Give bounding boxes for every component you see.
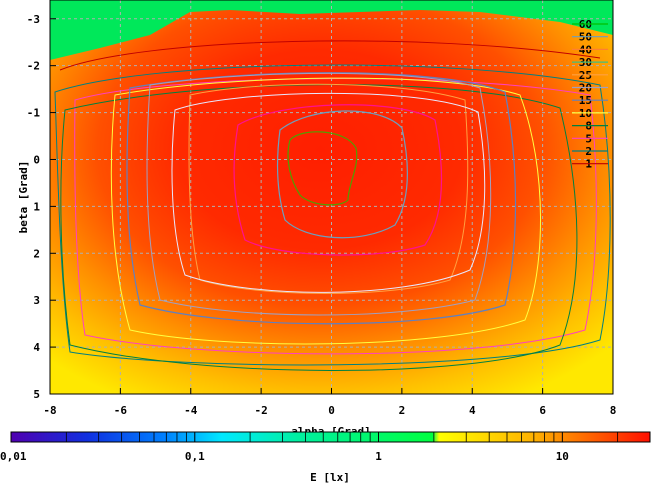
legend: 60504030252015108521 [572, 18, 608, 171]
contour-lines [54, 40, 611, 371]
contour-5 [74, 78, 597, 355]
y-tick-label: 2 [33, 247, 40, 260]
x-tick-label: 0 [328, 404, 335, 417]
colorbar: 0,01 0,1 1 10 E [lx] [0, 431, 651, 483]
contour-40 [233, 104, 443, 256]
colorbar-label: E [lx] [310, 471, 350, 483]
contour-25 [188, 83, 469, 294]
x-tick-label: 6 [539, 404, 546, 417]
x-axis: -8 -6 -4 -2 0 2 4 6 8 [43, 388, 616, 417]
y-tick-label: 1 [33, 200, 40, 213]
y-tick-label: -2 [27, 60, 40, 73]
x-tick-label: 8 [610, 404, 617, 417]
contour-2 [54, 64, 611, 366]
contour-50 [276, 110, 408, 239]
y-axis-label: beta [Grad] [17, 161, 30, 234]
y-tick-label: 3 [33, 294, 40, 307]
x-tick-label: -8 [43, 404, 56, 417]
y-tick-label: 5 [33, 388, 40, 401]
x-tick-label: -2 [255, 404, 268, 417]
y-tick-label: 0 [33, 153, 40, 166]
heatmap-field [50, 0, 613, 394]
colorbar-ticks: 0,01 0,1 1 10 [0, 432, 651, 463]
y-tick-label: -3 [27, 13, 40, 26]
contour-20 [146, 72, 492, 316]
colorbar-tick-label: 1 [375, 450, 382, 463]
colorbar-tick-label: 10 [556, 450, 569, 463]
x-tick-label: 2 [399, 404, 406, 417]
y-tick-label: -1 [27, 107, 41, 120]
contour-1 [59, 40, 601, 71]
colorbar-tick-label: 0,1 [185, 450, 205, 463]
x-tick-label: -4 [184, 404, 198, 417]
x-tick-label: 4 [469, 404, 476, 417]
colorbar-tick-label: 0,01 [0, 450, 27, 463]
contour-30 [171, 92, 486, 293]
contour-60 [287, 131, 358, 206]
contour-10 [110, 77, 541, 345]
contour-15 [126, 72, 517, 325]
x-tick-label: -6 [114, 404, 128, 417]
contour-8 [60, 84, 578, 371]
y-tick-label: 4 [33, 341, 40, 354]
y-axis: -3 -2 -1 0 1 2 3 4 5 [27, 13, 56, 401]
